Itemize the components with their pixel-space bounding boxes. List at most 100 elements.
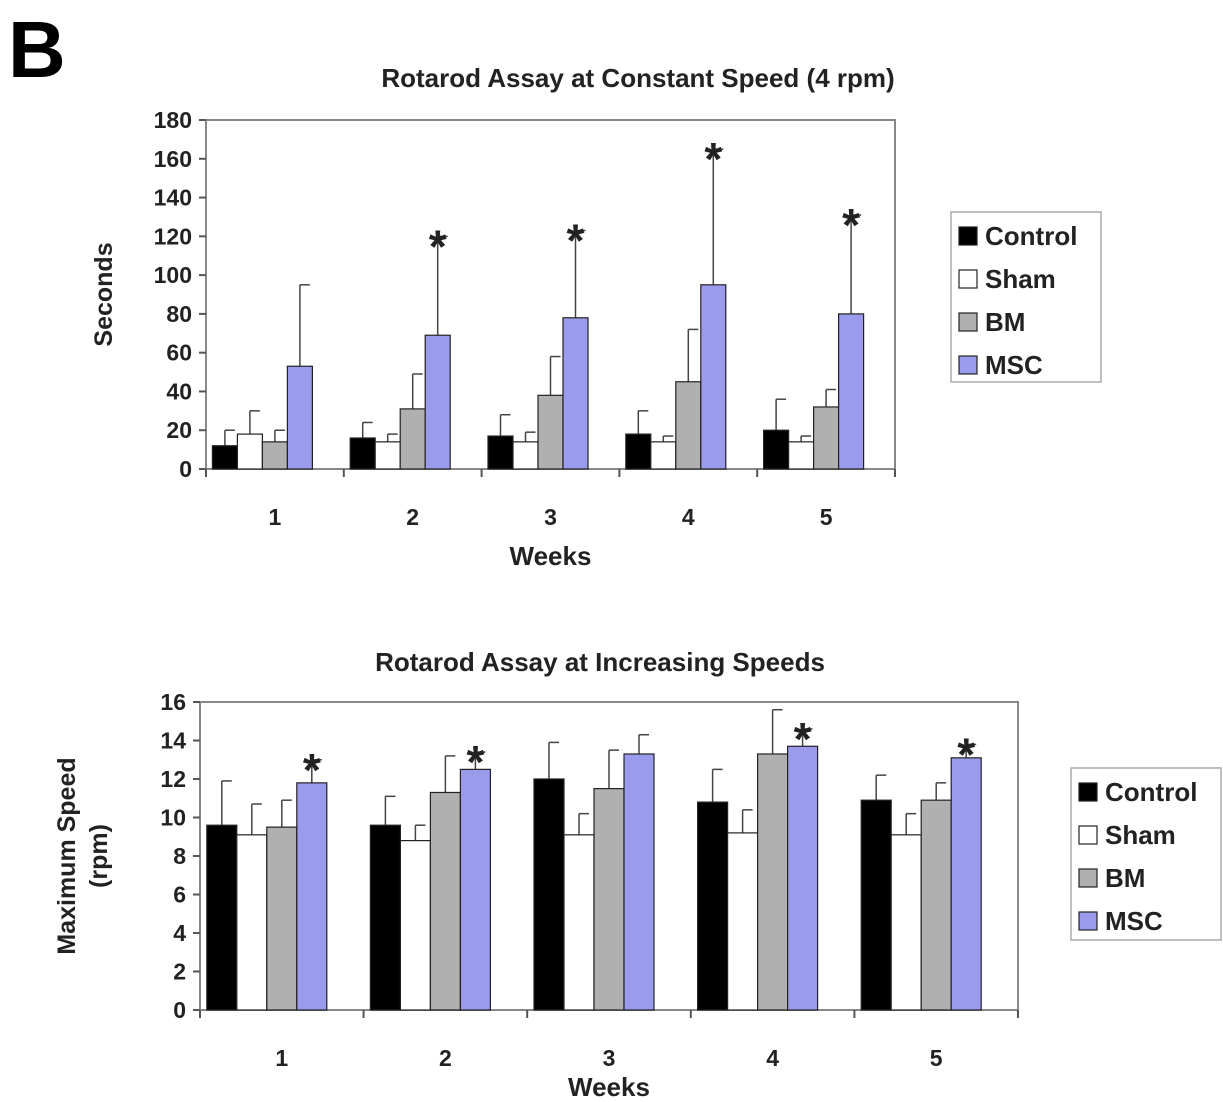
y-tick-label: 60 bbox=[166, 340, 192, 366]
x-tick-label: 2 bbox=[439, 1045, 452, 1071]
x-axis-label: Weeks bbox=[510, 541, 592, 571]
bar-control-week-2 bbox=[349, 437, 376, 470]
bar-control-week-3 bbox=[533, 778, 565, 1011]
bar-msc-week-3 bbox=[623, 753, 655, 1011]
x-tick-label: 5 bbox=[930, 1045, 943, 1071]
bar-msc-week-3 bbox=[562, 317, 589, 470]
bar-bm-week-4 bbox=[756, 753, 789, 1011]
bar-msc-week-1 bbox=[296, 782, 328, 1011]
bar-control-week-1 bbox=[206, 824, 238, 1011]
bar-sham-week-1 bbox=[236, 433, 263, 470]
significance-star: * bbox=[704, 133, 722, 185]
bar-control-week-1 bbox=[211, 445, 238, 470]
legend-swatch-control bbox=[1078, 782, 1098, 802]
legend: Control Sham BM MSC bbox=[1070, 767, 1222, 941]
bar-control-week-4 bbox=[696, 801, 729, 1011]
y-tick-label: 6 bbox=[173, 882, 186, 908]
legend-swatch-control bbox=[958, 226, 978, 246]
bar-sham-week-3 bbox=[512, 441, 539, 470]
significance-star: * bbox=[466, 736, 484, 788]
y-tick-label: 8 bbox=[173, 843, 186, 869]
bar-sham-week-2 bbox=[374, 441, 401, 470]
y-tick-label: 40 bbox=[166, 378, 192, 404]
bar-msc-week-1 bbox=[286, 365, 313, 470]
x-axis-label: Weeks bbox=[568, 1072, 650, 1102]
bar-control-week-2 bbox=[369, 824, 401, 1011]
x-tick-label: 5 bbox=[820, 504, 833, 530]
y-tick-label: 4 bbox=[173, 920, 186, 946]
bar-bm-week-2 bbox=[399, 408, 426, 470]
x-tick-label: 3 bbox=[603, 1045, 616, 1071]
bar-sham-week-4 bbox=[726, 832, 759, 1011]
bar-bm-week-1 bbox=[261, 441, 288, 470]
panel-label: B bbox=[8, 5, 66, 94]
x-tick-label: 4 bbox=[682, 504, 695, 530]
x-tick-label: 1 bbox=[275, 1045, 288, 1071]
significance-star: * bbox=[567, 215, 585, 267]
y-tick-label: 140 bbox=[154, 185, 192, 211]
legend-label-bm: BM bbox=[1105, 863, 1145, 893]
legend: Control Sham BM MSC bbox=[950, 211, 1102, 383]
bar-msc-week-4 bbox=[700, 284, 727, 470]
y-tick-label: 0 bbox=[179, 456, 192, 482]
y-tick-label: 180 bbox=[154, 107, 192, 133]
legend-label-sham: Sham bbox=[1105, 820, 1176, 850]
bar-bm-week-1 bbox=[266, 826, 298, 1011]
bar-bm-week-4 bbox=[675, 381, 702, 470]
bar-msc-week-2 bbox=[424, 334, 451, 470]
legend-swatch-bm bbox=[1078, 868, 1098, 888]
bar-sham-week-4 bbox=[650, 441, 677, 470]
bar-bm-week-2 bbox=[429, 791, 461, 1011]
bar-sham-week-5 bbox=[890, 834, 922, 1011]
bar-bm-week-5 bbox=[812, 406, 840, 470]
x-tick-label: 3 bbox=[544, 504, 557, 530]
y-tick-label: 160 bbox=[154, 146, 192, 172]
bar-control-week-5 bbox=[860, 799, 892, 1011]
bar-msc-week-4 bbox=[786, 745, 819, 1011]
y-tick-label: 80 bbox=[166, 301, 192, 327]
bar-msc-week-2 bbox=[459, 768, 491, 1011]
legend-label-msc: MSC bbox=[1105, 906, 1163, 936]
chart-1: Rotarod Assay at Constant Speed (4 rpm) 0… bbox=[90, 63, 1102, 571]
y-tick-label: 14 bbox=[160, 728, 186, 754]
legend-label-bm: BM bbox=[985, 307, 1025, 337]
legend-swatch-bm bbox=[958, 312, 978, 332]
significance-star: * bbox=[303, 744, 321, 796]
bar-control-week-4 bbox=[625, 433, 652, 470]
bar-sham-week-1 bbox=[236, 834, 268, 1011]
legend-label-msc: MSC bbox=[985, 350, 1043, 380]
bar-msc-week-5 bbox=[837, 313, 865, 470]
y-tick-label: 0 bbox=[173, 997, 186, 1023]
significance-star: * bbox=[429, 220, 447, 272]
legend-label-control: Control bbox=[1105, 777, 1197, 807]
y-axis-label: Seconds bbox=[90, 242, 118, 346]
legend-label-control: Control bbox=[985, 221, 1077, 251]
legend-label-sham: Sham bbox=[985, 264, 1056, 294]
y-tick-label: 12 bbox=[160, 766, 186, 792]
bar-bm-week-3 bbox=[537, 394, 564, 470]
legend-swatch-sham bbox=[958, 269, 978, 289]
x-tick-label: 1 bbox=[269, 504, 282, 530]
bar-sham-week-2 bbox=[399, 839, 431, 1011]
bar-msc-week-5 bbox=[950, 757, 982, 1011]
significance-star: * bbox=[957, 728, 975, 780]
x-tick-label: 4 bbox=[766, 1045, 779, 1071]
y-tick-label: 2 bbox=[173, 959, 186, 985]
y-tick-label: 20 bbox=[166, 417, 192, 443]
significance-star: * bbox=[842, 199, 860, 251]
bar-sham-week-5 bbox=[787, 441, 815, 470]
significance-star: * bbox=[794, 713, 812, 765]
y-tick-label: 120 bbox=[154, 223, 192, 249]
y-axis-label: Maximum Speed (rpm) bbox=[53, 757, 113, 954]
y-tick-label: 16 bbox=[160, 689, 186, 715]
bar-sham-week-3 bbox=[563, 834, 595, 1011]
bar-control-week-5 bbox=[762, 429, 790, 470]
bar-bm-week-3 bbox=[593, 788, 625, 1011]
y-tick-label: 100 bbox=[154, 262, 192, 288]
chart-title: Rotarod Assay at Constant Speed (4 rpm) bbox=[381, 63, 894, 93]
legend-swatch-sham bbox=[1078, 825, 1098, 845]
y-tick-label: 10 bbox=[160, 805, 186, 831]
x-tick-label: 2 bbox=[406, 504, 419, 530]
bar-bm-week-5 bbox=[920, 799, 952, 1011]
